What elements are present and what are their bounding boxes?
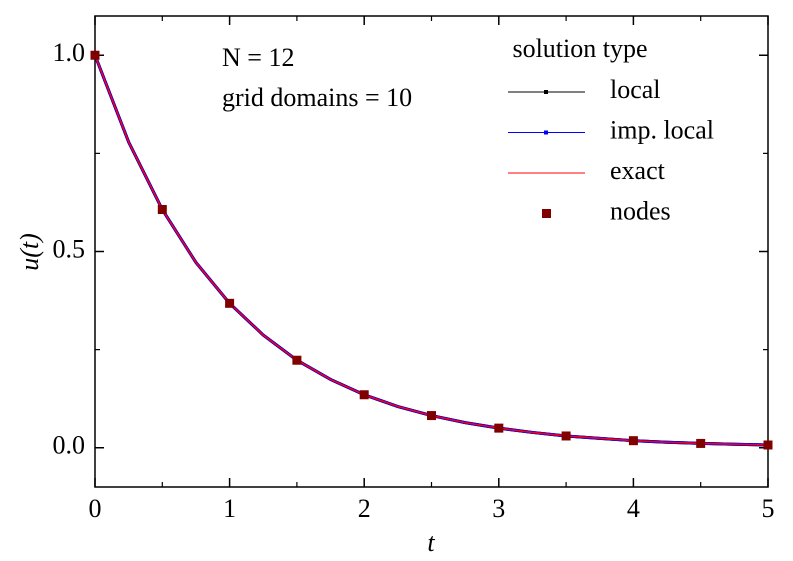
legend-label: nodes bbox=[610, 196, 671, 225]
node-marker bbox=[494, 423, 504, 433]
x-tick-label: 4 bbox=[627, 494, 640, 523]
x-tick-label: 3 bbox=[492, 494, 505, 523]
x-axis-label: t bbox=[427, 528, 435, 557]
node-marker bbox=[763, 440, 773, 450]
node-marker bbox=[225, 298, 235, 308]
y-tick-label: 0.5 bbox=[53, 234, 86, 263]
x-tick-label: 5 bbox=[762, 494, 775, 523]
x-tick-label: 2 bbox=[358, 494, 371, 523]
series-line bbox=[94, 54, 769, 446]
x-tick-label: 0 bbox=[89, 494, 102, 523]
node-marker bbox=[628, 436, 638, 446]
legend-marker bbox=[542, 209, 551, 218]
legend-label: local bbox=[610, 75, 661, 104]
node-marker bbox=[359, 390, 369, 400]
node-marker bbox=[90, 50, 100, 60]
y-tick-label: 0.0 bbox=[53, 431, 86, 460]
node-marker bbox=[427, 411, 436, 421]
legend-marker bbox=[544, 90, 548, 94]
annotation: N = 12 bbox=[222, 43, 294, 72]
legend-label: imp. local bbox=[610, 115, 714, 144]
node-marker bbox=[561, 431, 571, 441]
x-tick-label: 1 bbox=[223, 494, 236, 523]
y-axis-label: u(t) bbox=[15, 233, 44, 271]
node-marker bbox=[292, 355, 302, 365]
legend-title: solution type bbox=[512, 34, 647, 63]
series-line bbox=[93, 54, 769, 447]
annotation: grid domains = 10 bbox=[222, 83, 412, 112]
node-marker bbox=[157, 205, 167, 215]
node-marker bbox=[696, 438, 706, 448]
y-tick-label: 1.0 bbox=[53, 38, 86, 67]
legend-label: exact bbox=[610, 156, 666, 185]
series-line bbox=[93, 54, 769, 447]
legend-marker bbox=[544, 130, 548, 135]
